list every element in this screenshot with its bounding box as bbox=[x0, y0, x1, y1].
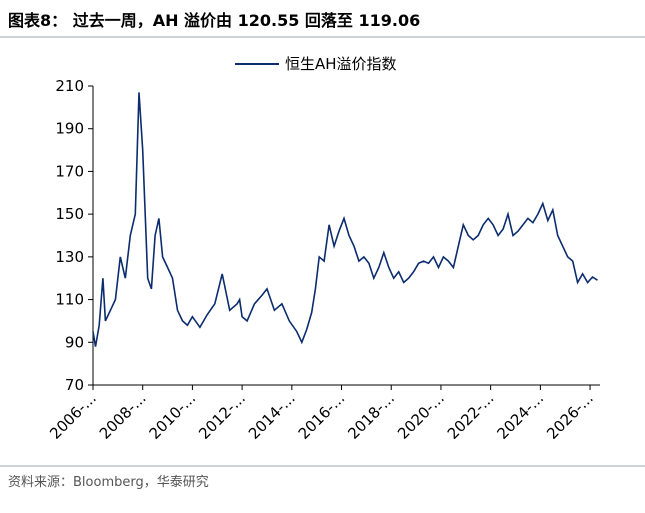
y-tick-label: 210 bbox=[55, 77, 84, 95]
y-tick-label: 190 bbox=[55, 120, 84, 138]
y-tick-label: 170 bbox=[55, 162, 84, 180]
x-tick-label: 2026-... bbox=[543, 389, 597, 443]
x-tick-label: 2022-... bbox=[444, 389, 498, 443]
y-tick-label: 150 bbox=[55, 205, 84, 223]
x-tick-label: 2024-... bbox=[494, 389, 548, 443]
x-tick-label: 2012-... bbox=[195, 389, 249, 443]
y-tick-label: 90 bbox=[65, 333, 84, 351]
source: 资料来源：Bloomberg，华泰研究 bbox=[8, 475, 209, 490]
chart-title: 图表8： 过去一周，AH 溢价由 120.55 回落至 119.06 bbox=[8, 11, 420, 30]
x-tick-label: 2016-... bbox=[295, 389, 349, 443]
y-tick-label: 110 bbox=[55, 291, 84, 309]
y-tick-label: 70 bbox=[65, 376, 84, 394]
x-tick-label: 2018-... bbox=[344, 389, 398, 443]
y-tick-label: 130 bbox=[55, 248, 84, 266]
x-tick-label: 2014-... bbox=[245, 389, 299, 443]
line bbox=[92, 92, 598, 347]
x-tick-label: 2006-... bbox=[46, 389, 100, 443]
x-tick-label: 2010-... bbox=[146, 389, 200, 443]
x-tick-label: 2008-... bbox=[96, 389, 150, 443]
x-tick-label: 2020-... bbox=[394, 389, 448, 443]
legend-label: 恒生AH溢价指数 bbox=[285, 55, 397, 73]
